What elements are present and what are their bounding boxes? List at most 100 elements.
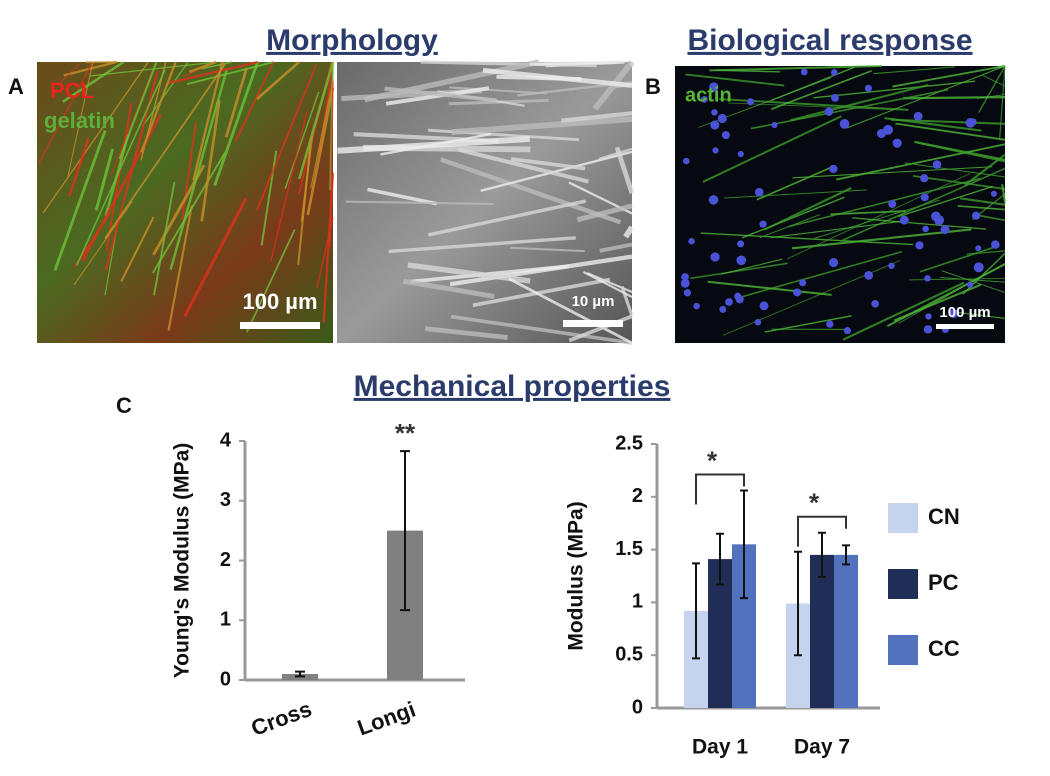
fiber <box>424 326 508 340</box>
legend-swatch <box>888 503 918 533</box>
nucleus <box>925 313 932 320</box>
error-bar <box>400 450 410 612</box>
fiber <box>530 60 617 66</box>
nucleus <box>830 69 838 76</box>
panel-label: B <box>645 74 661 99</box>
fiber <box>152 152 226 274</box>
fiber <box>509 246 585 253</box>
fiber <box>428 199 587 237</box>
fiber <box>329 81 334 248</box>
nucleus <box>972 211 981 220</box>
fiber <box>759 214 820 239</box>
fiber <box>750 88 949 130</box>
fiber <box>735 251 902 300</box>
fiber <box>42 61 149 214</box>
nucleus <box>737 150 744 158</box>
fiber <box>224 67 248 138</box>
nucleus <box>831 93 839 102</box>
fiber <box>582 270 633 298</box>
fiber <box>959 197 1006 206</box>
nucleus <box>681 273 689 281</box>
fiber <box>599 242 633 253</box>
fiber <box>384 86 497 103</box>
nucleus <box>826 320 834 328</box>
fiber <box>256 60 301 101</box>
nucleus <box>975 245 982 252</box>
fiber <box>167 60 259 85</box>
micrographs <box>37 59 1007 345</box>
error-bar <box>716 532 724 586</box>
scale-bar <box>240 322 320 329</box>
nucleus <box>932 160 942 169</box>
nucleus <box>680 278 690 288</box>
fiber <box>941 270 1006 293</box>
channel-label: actin <box>685 84 732 106</box>
panel-label: C <box>116 393 132 418</box>
fiber <box>790 83 929 122</box>
fiber <box>741 196 845 239</box>
fiber <box>472 277 611 308</box>
fiber <box>598 147 633 160</box>
fiber <box>367 187 438 206</box>
nucleus <box>915 241 924 250</box>
fiber <box>690 262 788 280</box>
y-tick-label: 2 <box>220 549 231 571</box>
fiber <box>939 277 1006 283</box>
fiber <box>38 61 94 164</box>
nucleus <box>920 193 929 202</box>
bar <box>834 554 858 708</box>
significance: * <box>707 445 718 475</box>
nucleus <box>754 318 762 326</box>
fiber <box>140 61 177 153</box>
fiber <box>73 200 133 286</box>
significance: ** <box>395 418 416 448</box>
nucleus <box>721 131 730 140</box>
fiber <box>200 61 232 70</box>
nucleus <box>839 119 850 129</box>
nucleus <box>736 255 747 266</box>
y-tick-label: 1 <box>632 591 643 613</box>
channel-label: gelatin <box>44 108 115 133</box>
heading: Mechanical properties <box>354 370 671 403</box>
y-axis-label: Young's Modulus (MPa) <box>171 443 194 679</box>
fiber <box>852 217 987 230</box>
fiber <box>480 150 633 193</box>
fiber <box>914 140 1006 163</box>
nucleus <box>800 68 808 76</box>
significance: * <box>809 488 820 518</box>
fiber <box>813 80 976 99</box>
y-tick-label: 3 <box>220 489 231 511</box>
fiber <box>787 173 971 260</box>
x-tick-label: Cross <box>248 696 315 741</box>
fiber <box>246 229 296 333</box>
fiber <box>770 220 908 239</box>
fiber <box>94 148 114 211</box>
fiber <box>186 61 275 85</box>
fiber <box>235 61 275 142</box>
fiber <box>964 153 1006 186</box>
fiber <box>105 103 133 251</box>
error-bar <box>740 489 748 600</box>
fiber <box>153 181 176 296</box>
error-bar <box>692 562 700 660</box>
fiber <box>104 63 226 239</box>
fiber <box>561 111 633 123</box>
nucleus <box>746 98 755 106</box>
fiber <box>999 65 1006 140</box>
error-bar <box>842 544 850 566</box>
y-tick-label: 0.5 <box>615 643 643 665</box>
y-tick-label: 2.5 <box>615 432 643 454</box>
fiber <box>306 87 335 216</box>
fiber <box>188 60 217 73</box>
nucleus <box>829 164 838 174</box>
fiber <box>284 91 320 189</box>
fiber <box>898 185 994 218</box>
nucleus <box>799 279 807 287</box>
nucleus <box>924 275 931 282</box>
fiber <box>181 121 197 220</box>
fiber <box>440 157 622 225</box>
channel-label: PCL <box>50 78 94 103</box>
scale-label: 100 µm <box>939 304 990 321</box>
nucleus <box>793 288 802 297</box>
